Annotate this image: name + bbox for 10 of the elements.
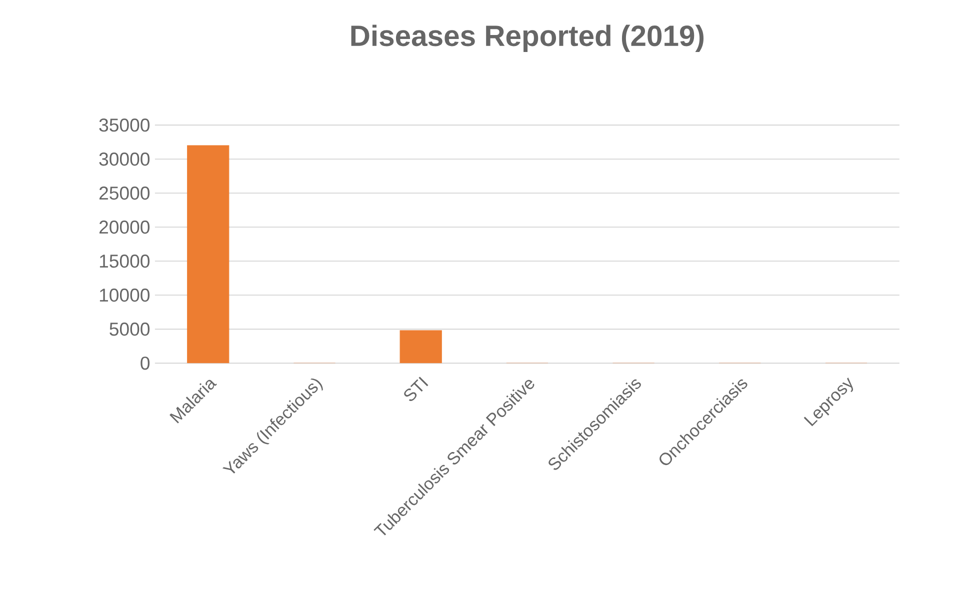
y-tick-label: 35000 (99, 118, 150, 132)
x-tick-label: STI (404, 376, 428, 401)
y-tick-label: 30000 (99, 152, 150, 166)
y-tick-label: 25000 (99, 186, 150, 200)
y-tick-label: 0 (140, 356, 150, 370)
y-tick-label: 15000 (100, 254, 150, 268)
chart-title: Diseases Reported (2019) (351, 24, 704, 52)
y-tick-label: 10000 (100, 288, 150, 302)
y-tick-label: 5000 (110, 322, 150, 336)
y-tick-label: 20000 (99, 220, 150, 234)
